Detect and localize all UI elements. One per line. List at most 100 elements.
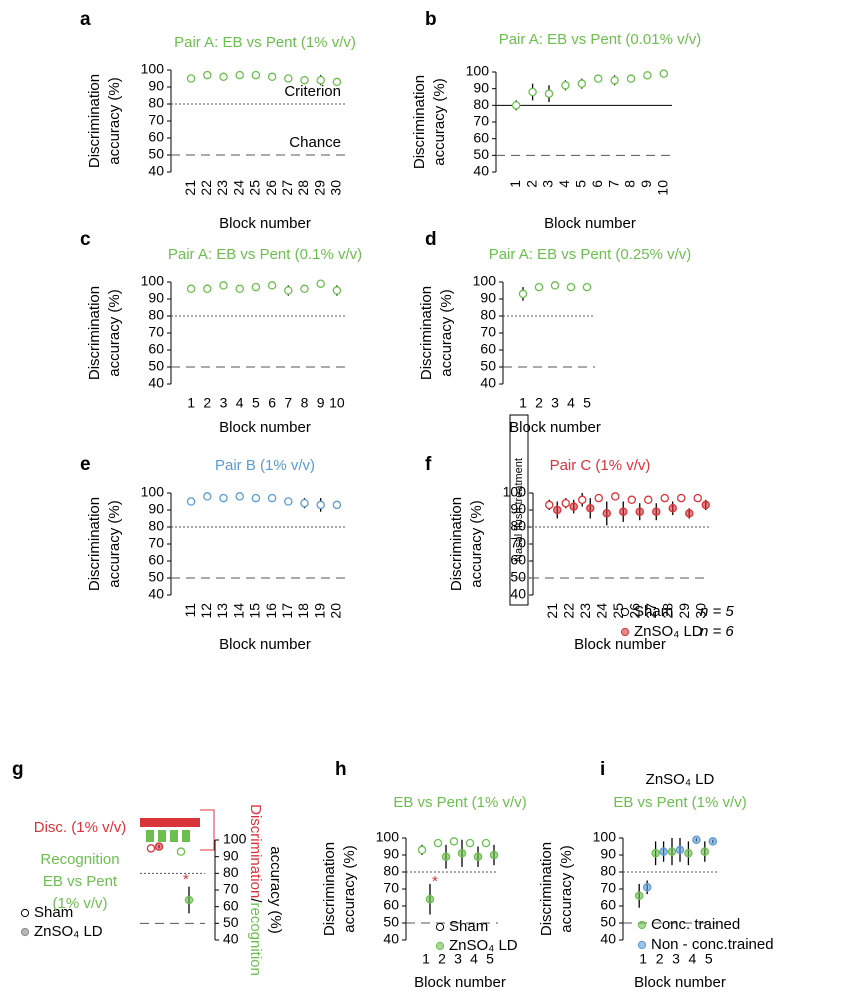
data-point xyxy=(693,836,700,843)
x-tick-label: 19 xyxy=(311,603,327,619)
annotation: EB vs Pent xyxy=(43,873,118,890)
data-point xyxy=(583,284,590,291)
y-tick-label: 80 xyxy=(383,863,399,879)
data-point xyxy=(652,850,659,857)
data-point xyxy=(177,848,184,855)
y-axis-label: accuracy (%) xyxy=(106,500,123,588)
data-point xyxy=(458,850,465,857)
y-tick-label: 100 xyxy=(141,273,165,289)
data-point xyxy=(482,840,489,847)
y-tick-label: 90 xyxy=(600,846,616,862)
data-point xyxy=(685,850,692,857)
x-tick-label: 14 xyxy=(230,603,246,619)
y-axis-label: accuracy (%) xyxy=(341,845,358,933)
data-point xyxy=(317,280,324,287)
x-axis-label: Block number xyxy=(219,215,311,232)
data-point xyxy=(236,285,243,292)
x-tick-label: 30 xyxy=(328,180,344,196)
y-tick-label: 60 xyxy=(223,897,239,913)
y-axis-label: Discrimination xyxy=(86,286,103,380)
data-point xyxy=(519,290,526,297)
x-tick-label: 3 xyxy=(551,395,559,411)
legend-marker xyxy=(436,923,443,930)
x-tick-label: 7 xyxy=(605,180,621,188)
x-tick-label: 4 xyxy=(689,951,697,967)
annotation: Disc. (1% v/v) xyxy=(34,819,127,836)
x-tick-label: 9 xyxy=(317,395,325,411)
y-axis-label: Discrimination xyxy=(411,75,428,169)
x-tick-label: 9 xyxy=(638,180,654,188)
icon-bar xyxy=(140,818,200,827)
body: aPair A: EB vs Pent (1% v/v)405060708090… xyxy=(0,0,847,994)
data-point xyxy=(434,840,441,847)
y-axis-label: Discrimination xyxy=(86,74,103,168)
data-point xyxy=(204,493,211,500)
data-point xyxy=(702,501,709,508)
y-tick-label: 80 xyxy=(148,518,164,534)
panel-label: b xyxy=(425,9,437,30)
legend-label: ZnSO₄ LD xyxy=(634,623,703,640)
chart-title: Pair A: EB vs Pent (0.25% v/v) xyxy=(489,246,692,263)
y-axis-label: Discrimination xyxy=(538,842,555,936)
y-tick-label: 40 xyxy=(473,163,489,179)
data-point xyxy=(285,498,292,505)
x-tick-label: 5 xyxy=(573,180,589,188)
legend-label: ZnSO₄ LD xyxy=(34,923,103,940)
icon-vial xyxy=(182,830,190,842)
data-point xyxy=(236,493,243,500)
x-tick-label: 1 xyxy=(187,395,195,411)
x-tick-label: 23 xyxy=(214,180,230,196)
data-point xyxy=(317,501,324,508)
y-tick-label: 40 xyxy=(510,586,526,602)
y-tick-label: 70 xyxy=(148,112,164,128)
legend-label: Non - conc.trained xyxy=(651,936,774,953)
x-tick-label: 27 xyxy=(279,180,295,196)
data-point xyxy=(562,82,569,89)
panel-label: a xyxy=(80,9,91,30)
page: {"chart_data": [ {"type": "dot", "label"… xyxy=(0,0,847,994)
x-tick-label: 10 xyxy=(329,395,345,411)
data-point xyxy=(627,75,634,82)
y-tick-label: 100 xyxy=(473,273,497,289)
x-tick-label: 4 xyxy=(567,395,575,411)
icon-bracket xyxy=(200,810,214,850)
x-tick-label: 11 xyxy=(182,603,198,618)
x-tick-label: 24 xyxy=(230,180,246,196)
y-tick-label: 90 xyxy=(383,846,399,862)
y-tick-label: 90 xyxy=(473,79,489,95)
figure: aPair A: EB vs Pent (1% v/v)405060708090… xyxy=(0,0,847,994)
y-tick-label: 90 xyxy=(148,290,164,306)
data-point xyxy=(466,840,473,847)
data-point xyxy=(644,72,651,79)
x-tick-label: 1 xyxy=(507,180,523,188)
y-tick-label: 70 xyxy=(148,324,164,340)
x-tick-label: 15 xyxy=(247,603,263,619)
y-axis-label-part: Discrimination xyxy=(247,804,264,898)
y-tick-label: 100 xyxy=(466,63,490,79)
data-point xyxy=(220,495,227,502)
data-point xyxy=(579,496,586,503)
y-tick-label: 60 xyxy=(600,897,616,913)
y-tick-label: 50 xyxy=(383,914,399,930)
y-tick-label: 40 xyxy=(223,931,239,947)
data-point xyxy=(185,896,192,903)
x-tick-label: 26 xyxy=(263,180,279,196)
y-tick-label: 70 xyxy=(223,881,239,897)
x-tick-label: 23 xyxy=(577,603,593,619)
x-tick-label: 8 xyxy=(622,180,638,188)
data-point xyxy=(220,73,227,80)
x-tick-label: 1 xyxy=(519,395,527,411)
data-point xyxy=(450,838,457,845)
data-point xyxy=(701,848,708,855)
data-point xyxy=(709,838,716,845)
y-tick-label: 90 xyxy=(148,78,164,94)
data-point xyxy=(333,287,340,294)
x-tick-label: 5 xyxy=(705,951,713,967)
x-tick-label: 2 xyxy=(535,395,543,411)
panel-label: g xyxy=(12,759,24,780)
y-tick-label: 60 xyxy=(148,129,164,145)
panel-label: i xyxy=(600,759,605,780)
data-point xyxy=(678,495,685,502)
chart-title: Pair C (1% v/v) xyxy=(550,457,651,474)
x-tick-label: 1 xyxy=(422,951,430,967)
